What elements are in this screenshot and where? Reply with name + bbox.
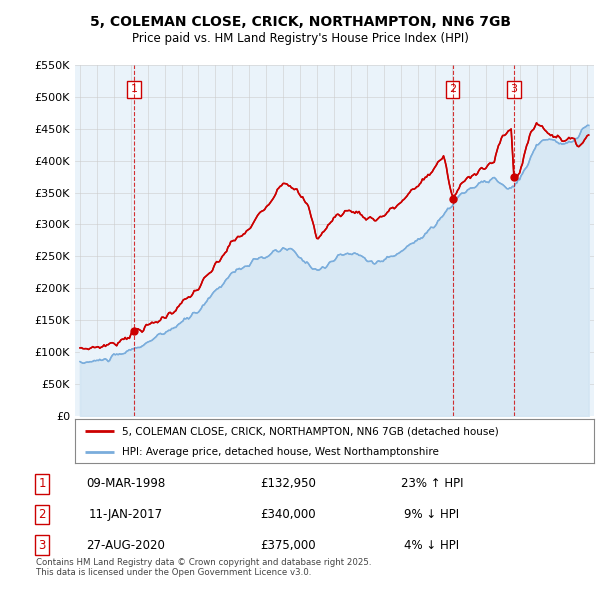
Text: 5, COLEMAN CLOSE, CRICK, NORTHAMPTON, NN6 7GB: 5, COLEMAN CLOSE, CRICK, NORTHAMPTON, NN… (89, 15, 511, 29)
Text: 5, COLEMAN CLOSE, CRICK, NORTHAMPTON, NN6 7GB (detached house): 5, COLEMAN CLOSE, CRICK, NORTHAMPTON, NN… (122, 427, 499, 436)
Text: 3: 3 (511, 84, 517, 94)
Text: £340,000: £340,000 (260, 508, 316, 521)
Text: 2: 2 (449, 84, 456, 94)
Text: £375,000: £375,000 (260, 539, 316, 552)
Text: Price paid vs. HM Land Registry's House Price Index (HPI): Price paid vs. HM Land Registry's House … (131, 32, 469, 45)
Text: 09-MAR-1998: 09-MAR-1998 (86, 477, 166, 490)
Text: 27-AUG-2020: 27-AUG-2020 (86, 539, 166, 552)
Text: 11-JAN-2017: 11-JAN-2017 (89, 508, 163, 521)
Text: 1: 1 (131, 84, 137, 94)
Text: 3: 3 (38, 539, 46, 552)
Text: £132,950: £132,950 (260, 477, 316, 490)
Text: 4% ↓ HPI: 4% ↓ HPI (404, 539, 460, 552)
Text: 23% ↑ HPI: 23% ↑ HPI (401, 477, 463, 490)
Text: 1: 1 (38, 477, 46, 490)
Text: 9% ↓ HPI: 9% ↓ HPI (404, 508, 460, 521)
Text: Contains HM Land Registry data © Crown copyright and database right 2025.
This d: Contains HM Land Registry data © Crown c… (36, 558, 371, 577)
Text: HPI: Average price, detached house, West Northamptonshire: HPI: Average price, detached house, West… (122, 447, 439, 457)
Text: 2: 2 (38, 508, 46, 521)
